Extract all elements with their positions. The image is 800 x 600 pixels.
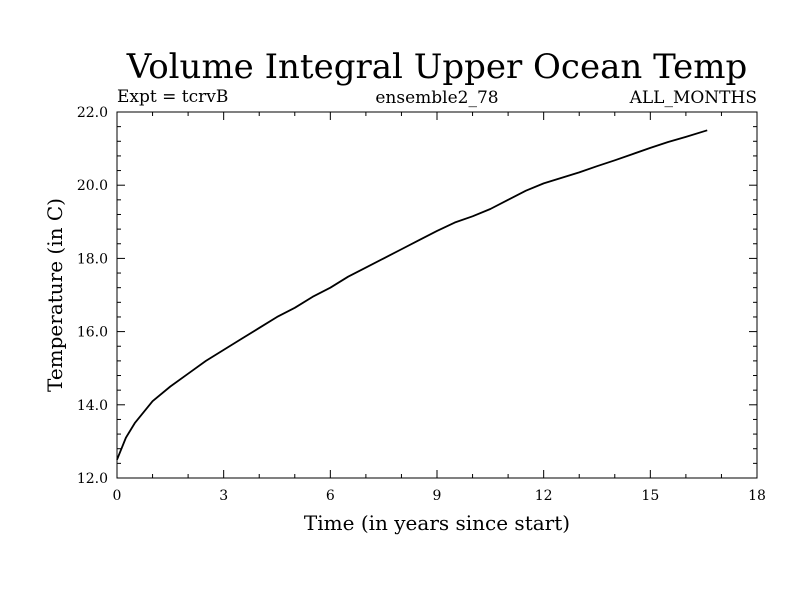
x-tick-label: 12: [535, 488, 553, 504]
y-axis-label: Temperature (in C): [43, 198, 67, 392]
subtitle-months: ALL_MONTHS: [629, 88, 757, 108]
x-tick-label: 15: [641, 488, 659, 504]
y-tick-label: 14.0: [77, 398, 108, 414]
x-tick-labels: 0 3 6 9 12 15 18: [113, 488, 766, 504]
x-axis-label: Time (in years since start): [304, 511, 570, 535]
subtitle-ensemble: ensemble2_78: [375, 88, 498, 108]
y-tick-label: 20.0: [77, 178, 108, 194]
series-line-temperature: [116, 129, 708, 461]
x-tick-label: 3: [219, 488, 228, 504]
plot-area: [116, 111, 758, 479]
chart-title: Volume Integral Upper Ocean Temp: [126, 47, 747, 87]
y-tick-label: 18.0: [77, 251, 108, 267]
y-tick-labels: 12.0 14.0 16.0 18.0 20.0 22.0: [77, 105, 108, 487]
x-tick-label: 6: [326, 488, 335, 504]
subtitle-expt: Expt = tcrvB: [117, 87, 228, 107]
x-tick-label: 18: [748, 488, 766, 504]
x-tick-label: 9: [433, 488, 442, 504]
axis-ticks: [116, 111, 758, 479]
y-tick-label: 16.0: [77, 325, 108, 341]
y-tick-label: 12.0: [77, 471, 108, 487]
x-tick-label: 0: [113, 488, 122, 504]
y-tick-label: 22.0: [77, 105, 108, 121]
